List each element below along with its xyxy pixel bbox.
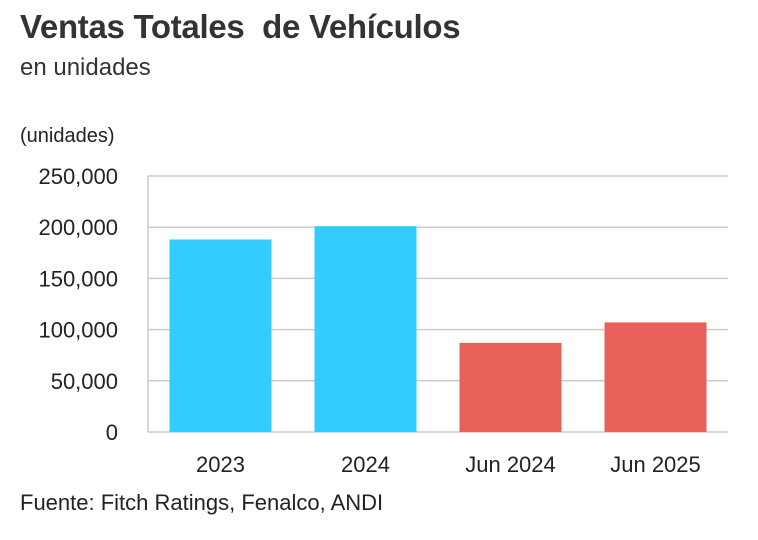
bars — [169, 226, 707, 432]
y-axis-ticks: 0 50,000 100,000 150,000 200,000 250,000 — [38, 164, 118, 445]
y-tick-label: 250,000 — [38, 164, 118, 189]
bar-2024 — [314, 226, 417, 432]
bar-2023 — [169, 239, 272, 432]
x-category-label: Jun 2025 — [610, 452, 701, 477]
y-tick-label: 0 — [106, 420, 118, 445]
y-tick-label: 50,000 — [51, 369, 118, 394]
chart-subtitle: en unidades — [20, 54, 151, 81]
x-category-label: 2023 — [196, 452, 245, 477]
x-axis-labels: 2023 2024 Jun 2024 Jun 2025 — [196, 452, 701, 477]
bar-jun-2025 — [604, 322, 707, 432]
y-tick-label: 150,000 — [38, 266, 118, 291]
y-axis-unit-label: (unidades) — [20, 125, 115, 147]
y-tick-label: 100,000 — [38, 318, 118, 343]
chart-title: Ventas Totales de Vehículos — [20, 8, 461, 45]
bar-jun-2024 — [459, 342, 562, 432]
x-category-label: Jun 2024 — [465, 452, 556, 477]
y-tick-label: 200,000 — [38, 215, 118, 240]
source-note: Fuente: Fitch Ratings, Fenalco, ANDI — [20, 490, 384, 515]
x-category-label: 2024 — [341, 452, 390, 477]
